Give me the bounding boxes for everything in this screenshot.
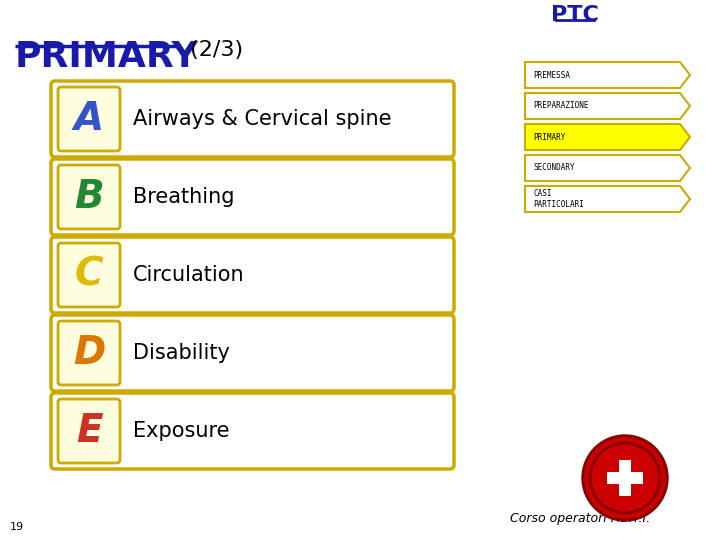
Text: PTC: PTC — [551, 5, 599, 25]
Text: A: A — [74, 100, 104, 138]
Text: 19: 19 — [10, 522, 24, 532]
FancyBboxPatch shape — [58, 321, 120, 385]
FancyBboxPatch shape — [51, 393, 454, 469]
Text: Disability: Disability — [133, 343, 230, 363]
Polygon shape — [525, 124, 690, 150]
FancyBboxPatch shape — [619, 460, 631, 496]
Polygon shape — [525, 93, 690, 119]
FancyBboxPatch shape — [51, 237, 454, 313]
Text: Breathing: Breathing — [133, 187, 235, 207]
Text: PRIMARY: PRIMARY — [533, 132, 565, 141]
FancyBboxPatch shape — [58, 399, 120, 463]
FancyBboxPatch shape — [51, 81, 454, 157]
FancyBboxPatch shape — [58, 165, 120, 229]
Text: B: B — [74, 178, 104, 216]
FancyBboxPatch shape — [607, 472, 643, 484]
Text: (2/3): (2/3) — [183, 40, 243, 60]
FancyBboxPatch shape — [51, 315, 454, 391]
Text: Exposure: Exposure — [133, 421, 230, 441]
Text: Circulation: Circulation — [133, 265, 245, 285]
Text: CASI
PARTICOLARI: CASI PARTICOLARI — [533, 190, 584, 208]
Polygon shape — [525, 155, 690, 181]
Text: Airways & Cervical spine: Airways & Cervical spine — [133, 109, 392, 129]
Polygon shape — [525, 62, 690, 88]
Text: PREPARAZIONE: PREPARAZIONE — [533, 102, 588, 111]
Polygon shape — [525, 186, 690, 212]
FancyBboxPatch shape — [58, 87, 120, 151]
FancyBboxPatch shape — [51, 159, 454, 235]
Text: Corso operatori P.S.T.I.: Corso operatori P.S.T.I. — [510, 512, 650, 525]
Text: PREMESSA: PREMESSA — [533, 71, 570, 79]
Text: D: D — [73, 334, 105, 372]
Circle shape — [585, 438, 665, 518]
FancyBboxPatch shape — [58, 243, 120, 307]
Text: PRIMARY: PRIMARY — [15, 40, 199, 74]
Circle shape — [582, 435, 668, 521]
Text: SECONDARY: SECONDARY — [533, 164, 575, 172]
Text: E: E — [76, 412, 102, 450]
Text: C: C — [75, 256, 103, 294]
